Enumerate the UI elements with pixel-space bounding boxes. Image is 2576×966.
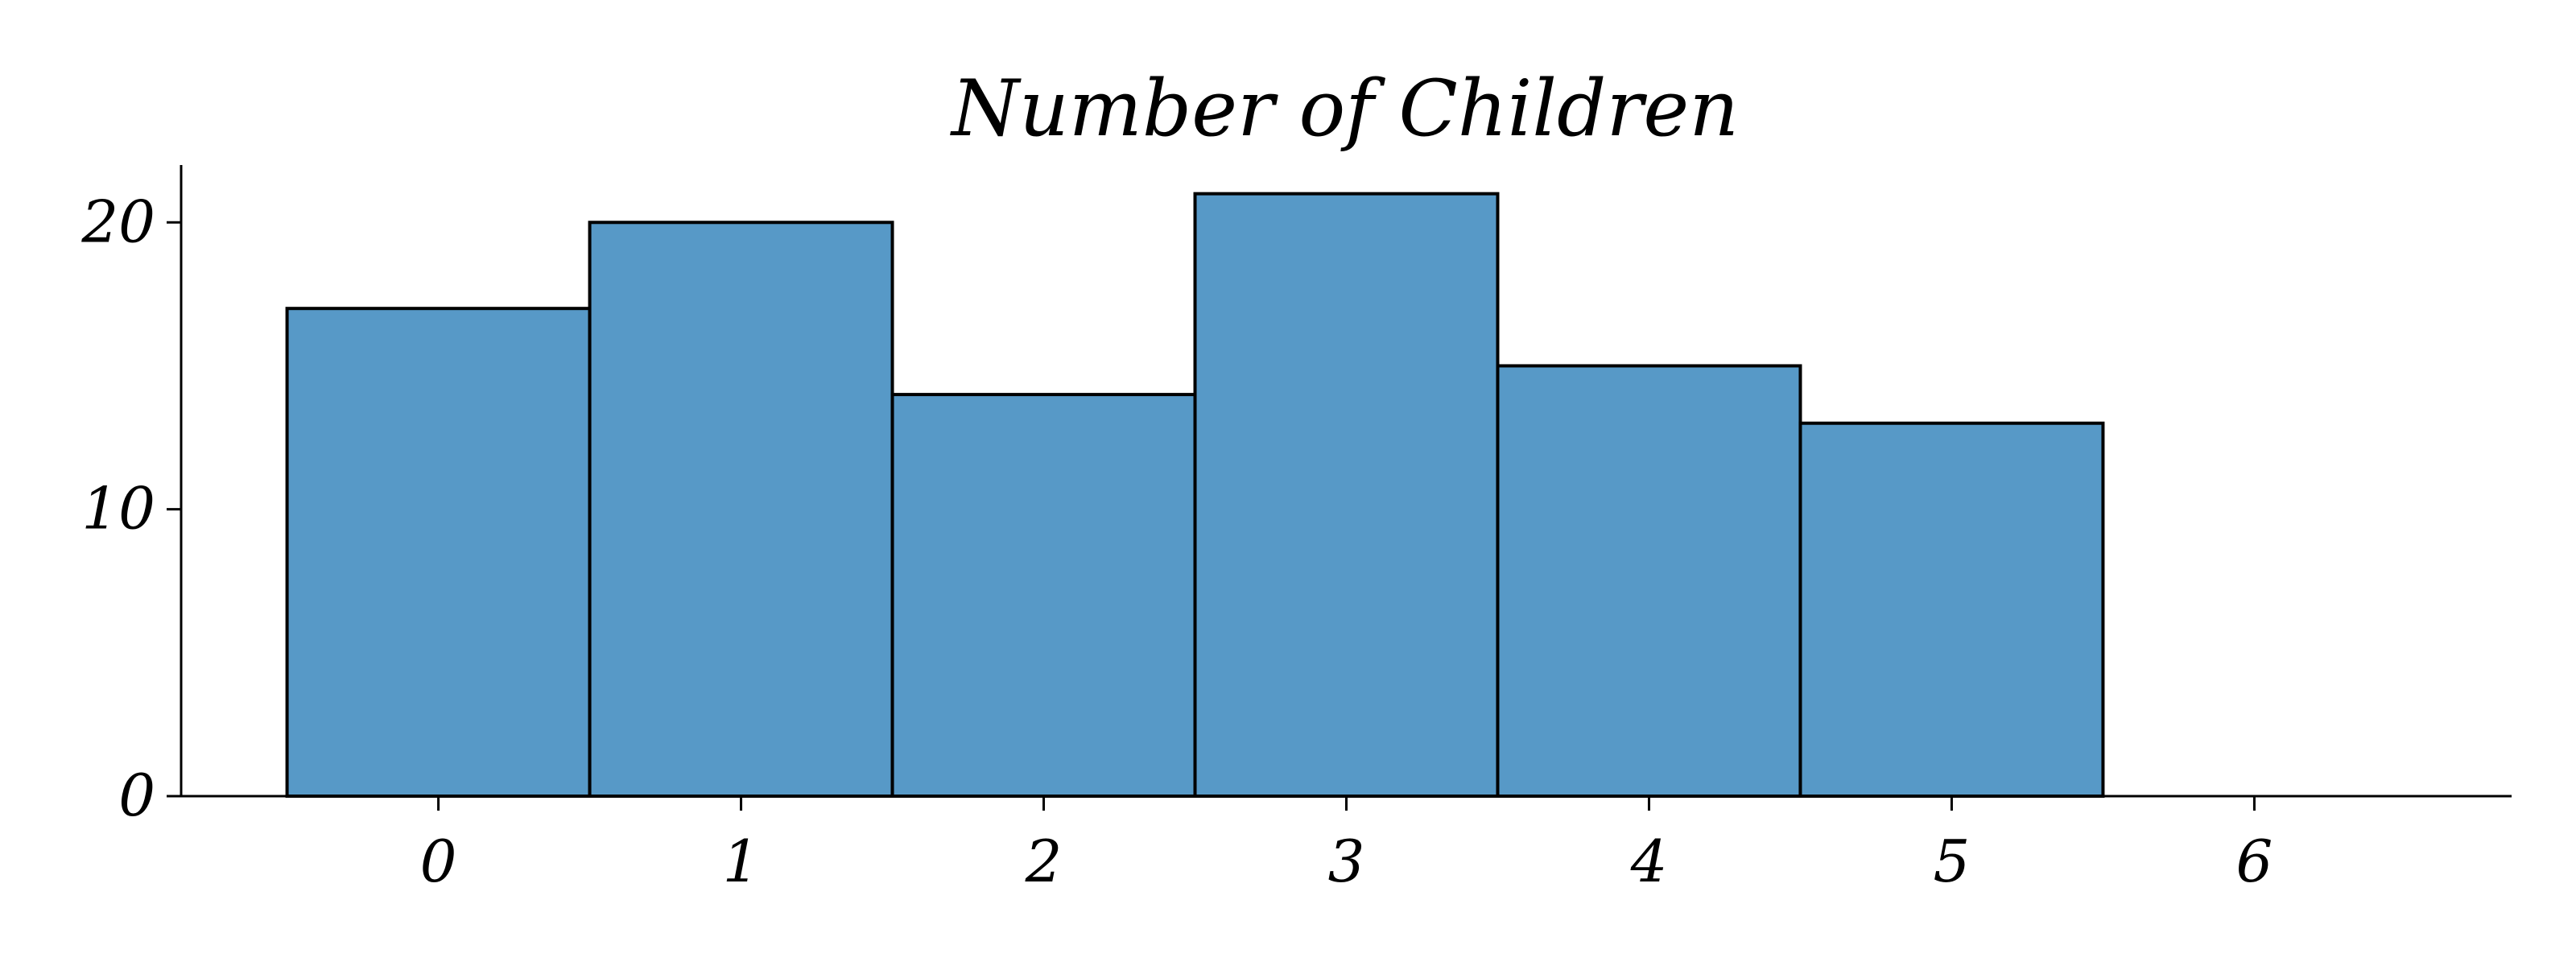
x-tick-label: 0 [420, 828, 457, 895]
x-tick-label: 5 [1934, 828, 1971, 895]
bar-4 [1496, 364, 1802, 799]
bar-0 [285, 307, 592, 798]
x-axis: 0 1 2 3 4 5 6 [181, 795, 2512, 895]
bar-5 [1798, 421, 2105, 799]
bar-3 [1193, 192, 1500, 799]
y-axis: 0 10 20 [80, 165, 183, 829]
bar-2 [890, 393, 1197, 798]
y-tick-label: 20 [80, 188, 155, 255]
x-tick-label: 2 [1025, 828, 1063, 895]
bar-1 [588, 221, 894, 799]
y-tick-label: 10 [81, 475, 155, 543]
x-tick-label: 4 [1630, 828, 1668, 895]
chart-title: Number of Children [950, 64, 1739, 154]
x-tick-label: 3 [1328, 828, 1365, 895]
bars-group [285, 192, 2105, 799]
x-tick-label: 6 [2236, 828, 2273, 895]
x-tick-label: 1 [723, 828, 760, 895]
y-tick-label: 0 [118, 762, 155, 829]
